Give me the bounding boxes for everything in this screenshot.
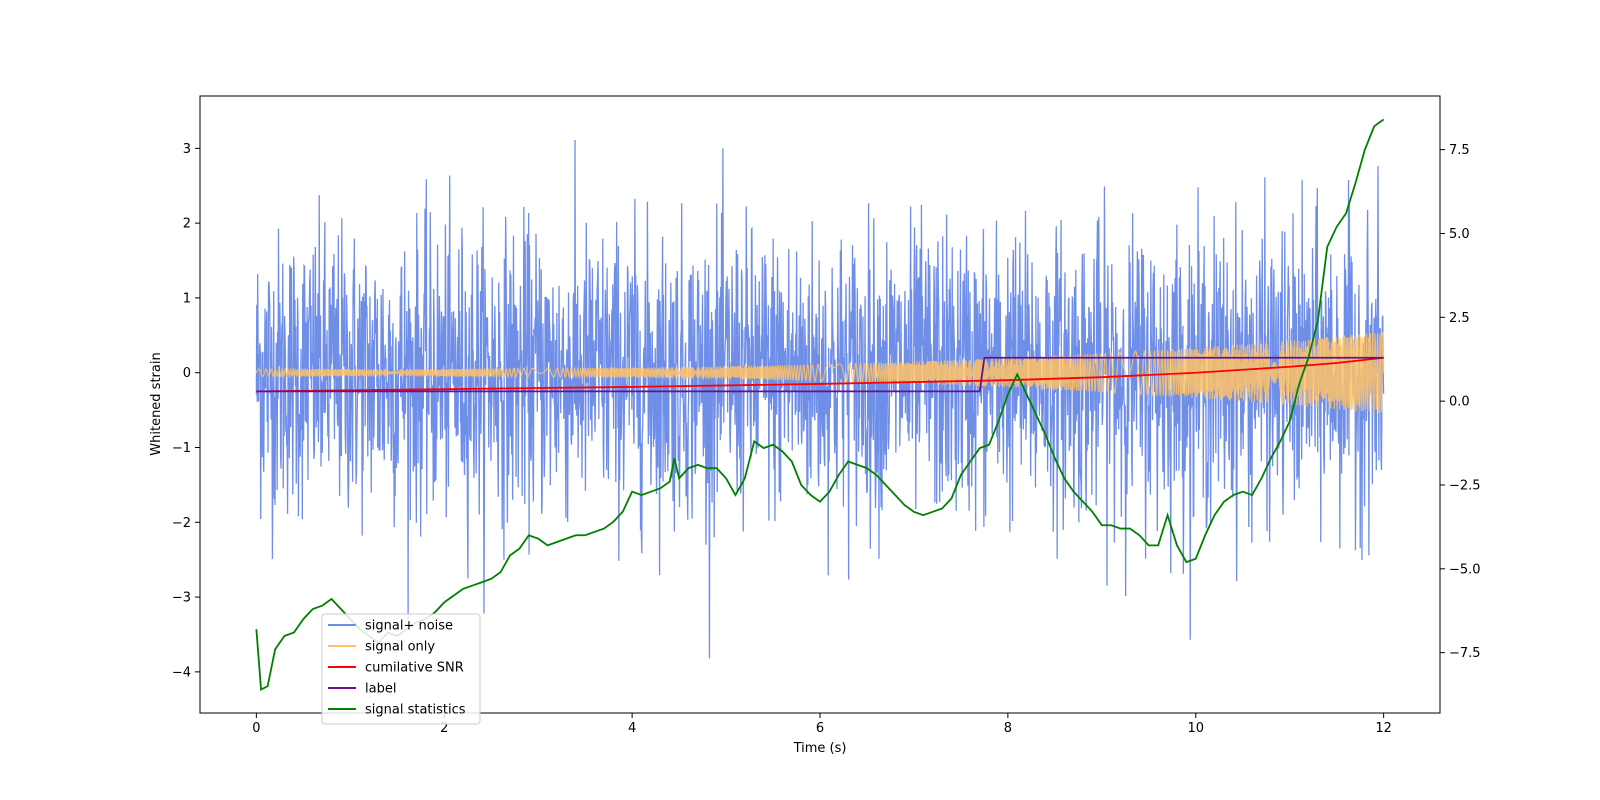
legend-label: signal+ noise [365,619,453,634]
legend-label: label [365,682,396,697]
y2-tick-label: −7.5 [1449,646,1481,661]
y-tick-label: 2 [183,217,191,232]
y-tick-label: −3 [172,591,191,606]
series-signal-statistics [255,118,1385,691]
series-layer [255,118,1385,691]
y-tick-label: −2 [172,516,191,531]
y-tick-label: 0 [183,366,191,381]
y2-tick-label: −2.5 [1449,478,1481,493]
x-tick-label: 2 [440,721,448,736]
x-axis-title: Time (s) [793,741,847,756]
series-label [256,356,1384,393]
legend-label: signal only [365,640,435,655]
x-tick-label: 6 [816,721,824,736]
legend: signal+ noise signal only cumilative SNR la… [321,613,481,725]
y-axis-right: −7.5 −5.0 −2.5 0.0 2.5 5.0 7.5 [1440,143,1481,661]
y-tick-label: −4 [172,665,191,680]
y2-tick-label: −5.0 [1449,562,1481,577]
x-tick-label: 0 [252,721,260,736]
y2-tick-label: 2.5 [1449,311,1470,326]
y2-tick-label: 7.5 [1449,143,1470,158]
y-tick-label: 1 [183,291,191,306]
y-axis-left: −4 −3 −2 −1 0 1 2 3 [172,142,200,680]
legend-label: signal statistics [365,703,466,718]
y-tick-label: −1 [172,441,191,456]
x-tick-label: 8 [1004,721,1012,736]
x-tick-label: 12 [1375,721,1392,736]
y2-tick-label: 5.0 [1449,227,1470,242]
y2-tick-label: 0.0 [1449,395,1470,410]
x-tick-label: 10 [1187,721,1204,736]
y-tick-label: 3 [183,142,191,157]
y-axis-title: Whitened strain [149,352,164,455]
legend-box [321,613,481,725]
legend-label: cumilative SNR [365,661,464,676]
x-tick-label: 4 [628,721,636,736]
